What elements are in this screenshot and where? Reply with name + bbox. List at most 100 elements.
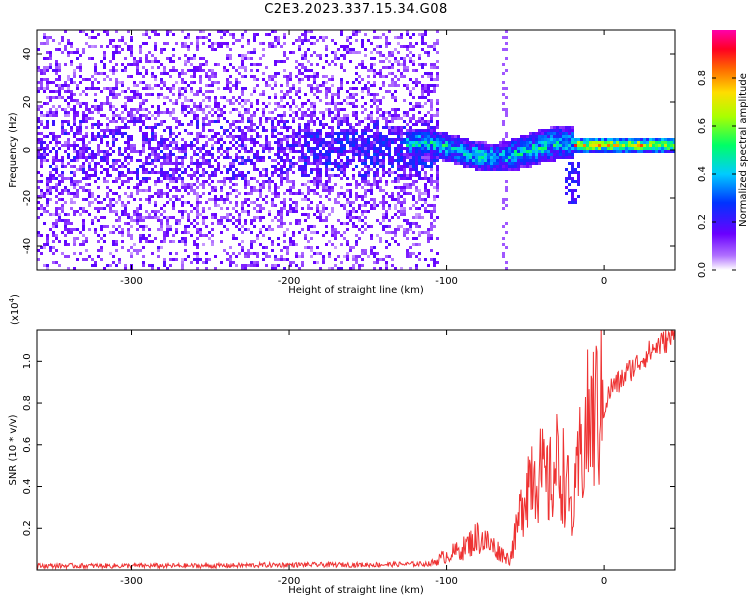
heatmap-cell: [319, 54, 322, 57]
heatmap-cell: [73, 252, 76, 255]
heatmap-cell: [430, 129, 433, 132]
heatmap-cell: [226, 45, 229, 48]
heatmap-cell: [43, 69, 46, 72]
heatmap-cell: [235, 195, 238, 198]
heatmap-cell: [271, 174, 274, 177]
heatmap-cell: [367, 201, 370, 204]
heatmap-cell: [280, 141, 283, 144]
heatmap-cell: [61, 171, 64, 174]
heatmap-cell: [142, 216, 145, 219]
heatmap-cell: [517, 165, 520, 168]
heatmap-cell: [298, 168, 301, 171]
heatmap-cell: [247, 117, 250, 120]
heatmap-cell: [70, 228, 73, 231]
heatmap-cell: [277, 102, 280, 105]
heatmap-cell: [277, 141, 280, 144]
heatmap-cell: [73, 192, 76, 195]
heatmap-cell: [142, 237, 145, 240]
heatmap-cell: [37, 234, 40, 237]
heatmap-cell: [109, 69, 112, 72]
heatmap-cell: [76, 189, 79, 192]
heatmap-cell: [373, 132, 376, 135]
heatmap-cell: [307, 75, 310, 78]
heatmap-cell: [124, 42, 127, 45]
heatmap-cell: [316, 183, 319, 186]
heatmap-cell: [238, 66, 241, 69]
heatmap-cell: [463, 162, 466, 165]
heatmap-cell: [136, 72, 139, 75]
heatmap-cell: [292, 171, 295, 174]
heatmap-cell: [319, 168, 322, 171]
heatmap-cell: [100, 90, 103, 93]
heatmap-cell: [430, 132, 433, 135]
heatmap-cell: [256, 264, 259, 267]
heatmap-cell: [361, 42, 364, 45]
heatmap-cell: [118, 225, 121, 228]
heatmap-cell: [94, 171, 97, 174]
heatmap-cell: [43, 156, 46, 159]
heatmap-cell: [124, 267, 127, 270]
heatmap-cell: [364, 150, 367, 153]
heatmap-cell: [502, 120, 505, 123]
heatmap-cell: [202, 222, 205, 225]
heatmap-cell: [304, 195, 307, 198]
heatmap-cell: [349, 210, 352, 213]
heatmap-cell: [103, 168, 106, 171]
heatmap-cell: [154, 204, 157, 207]
heatmap-cell: [76, 66, 79, 69]
heatmap-cell: [211, 156, 214, 159]
heatmap-cell: [475, 156, 478, 159]
heatmap-cell: [451, 135, 454, 138]
heatmap-cell: [136, 120, 139, 123]
heatmap-cell: [304, 66, 307, 69]
heatmap-cell: [160, 180, 163, 183]
heatmap-cell: [172, 258, 175, 261]
heatmap-cell: [265, 81, 268, 84]
heatmap-cell: [148, 36, 151, 39]
heatmap-cell: [298, 150, 301, 153]
heatmap-cell: [118, 93, 121, 96]
heatmap-cell: [466, 147, 469, 150]
heatmap-cell: [97, 186, 100, 189]
heatmap-cell: [352, 264, 355, 267]
heatmap-cell: [388, 231, 391, 234]
heatmap-cell: [274, 267, 277, 270]
heatmap-cell: [166, 42, 169, 45]
heatmap-cell: [484, 165, 487, 168]
heatmap-cell: [103, 153, 106, 156]
heatmap-cell: [184, 240, 187, 243]
heatmap-cell: [388, 195, 391, 198]
heatmap-cell: [397, 180, 400, 183]
heatmap-cell: [385, 39, 388, 42]
heatmap-cell: [40, 180, 43, 183]
heatmap-cell: [238, 228, 241, 231]
heatmap-cell: [154, 123, 157, 126]
heatmap-cell: [472, 153, 475, 156]
heatmap-cell: [73, 180, 76, 183]
heatmap-cell: [88, 183, 91, 186]
heatmap-cell: [151, 267, 154, 270]
heatmap-cell: [307, 228, 310, 231]
heatmap-cell: [415, 78, 418, 81]
heatmap-cell: [298, 255, 301, 258]
heatmap-cell: [409, 144, 412, 147]
heatmap-cell: [73, 72, 76, 75]
heatmap-cell: [67, 192, 70, 195]
heatmap-cell: [568, 141, 571, 144]
heatmap-cell: [379, 54, 382, 57]
heatmap-cell: [91, 30, 94, 33]
heatmap-cell: [307, 198, 310, 201]
heatmap-cell: [391, 195, 394, 198]
heatmap-cell: [301, 42, 304, 45]
heatmap-cell: [304, 75, 307, 78]
heatmap-cell: [286, 168, 289, 171]
heatmap-cell: [439, 147, 442, 150]
heatmap-cell: [316, 84, 319, 87]
heatmap-cell: [538, 150, 541, 153]
heatmap-cell: [133, 150, 136, 153]
heatmap-cell: [142, 234, 145, 237]
heatmap-cell: [46, 78, 49, 81]
heatmap-cell: [64, 141, 67, 144]
heatmap-cell: [43, 114, 46, 117]
heatmap-cell: [409, 90, 412, 93]
